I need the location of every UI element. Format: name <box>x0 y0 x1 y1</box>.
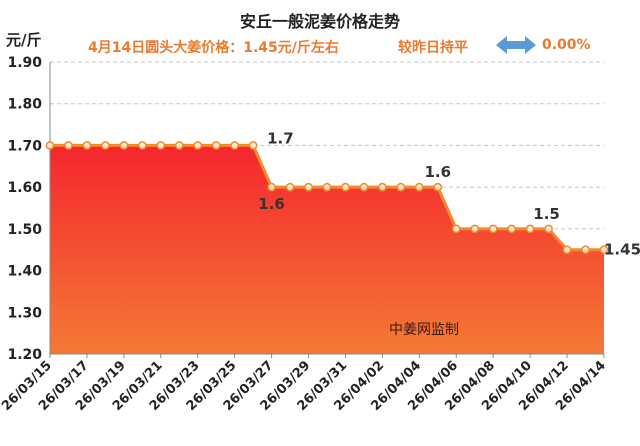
data-point <box>470 224 480 234</box>
y-tick-label: 1.80 <box>7 97 42 113</box>
data-point <box>359 182 369 192</box>
data-point <box>414 182 424 192</box>
data-point <box>101 141 110 150</box>
data-point <box>378 182 387 192</box>
data-point <box>396 182 406 192</box>
y-tick-label: 1.50 <box>7 222 42 238</box>
chart-subtitle: 4月14日圆头大姜价格：1.45元/斤左右 <box>88 40 339 56</box>
data-point <box>156 141 166 150</box>
y-tick-label: 1.20 <box>7 347 42 363</box>
data-point <box>599 245 609 255</box>
left-right-arrow-icon <box>496 36 536 54</box>
data-point <box>507 224 517 234</box>
data-point <box>544 224 553 234</box>
data-point <box>64 141 73 150</box>
data-point <box>285 182 295 192</box>
data-point <box>488 224 498 234</box>
data-point <box>211 141 221 150</box>
data-point <box>248 141 258 150</box>
y-axis-unit: 元/斤 <box>6 31 42 49</box>
data-point <box>45 141 55 150</box>
change-percent: 0.00% <box>542 37 591 53</box>
data-point <box>433 182 443 192</box>
y-tick-label: 1.40 <box>7 264 42 280</box>
y-tick-label: 1.70 <box>7 138 42 154</box>
y-tick-label: 1.90 <box>7 55 42 71</box>
data-label: 1.5 <box>533 205 560 223</box>
data-point <box>562 245 572 255</box>
data-point <box>304 182 313 192</box>
data-point <box>193 141 203 150</box>
data-point <box>451 224 461 234</box>
data-label: 1.6 <box>425 163 452 181</box>
data-point <box>119 141 129 150</box>
compare-text: 较昨日持平 <box>398 40 468 56</box>
data-point <box>174 141 184 150</box>
data-label: 1.6 <box>258 195 285 213</box>
data-point <box>137 141 147 150</box>
chart-title: 安丘一般泥姜价格走势 <box>239 12 400 31</box>
data-point <box>322 182 332 192</box>
data-point <box>230 141 240 150</box>
y-tick-label: 1.30 <box>7 305 42 321</box>
watermark: 中姜网监制 <box>389 322 459 338</box>
y-tick-label: 1.60 <box>7 180 42 196</box>
data-point <box>525 224 535 234</box>
data-point <box>82 141 92 150</box>
series-area <box>50 145 604 354</box>
data-point <box>267 182 276 192</box>
data-point <box>581 245 590 255</box>
data-label: 1.7 <box>267 129 294 147</box>
data-label: 1.45 <box>604 241 640 259</box>
data-point <box>341 182 350 192</box>
